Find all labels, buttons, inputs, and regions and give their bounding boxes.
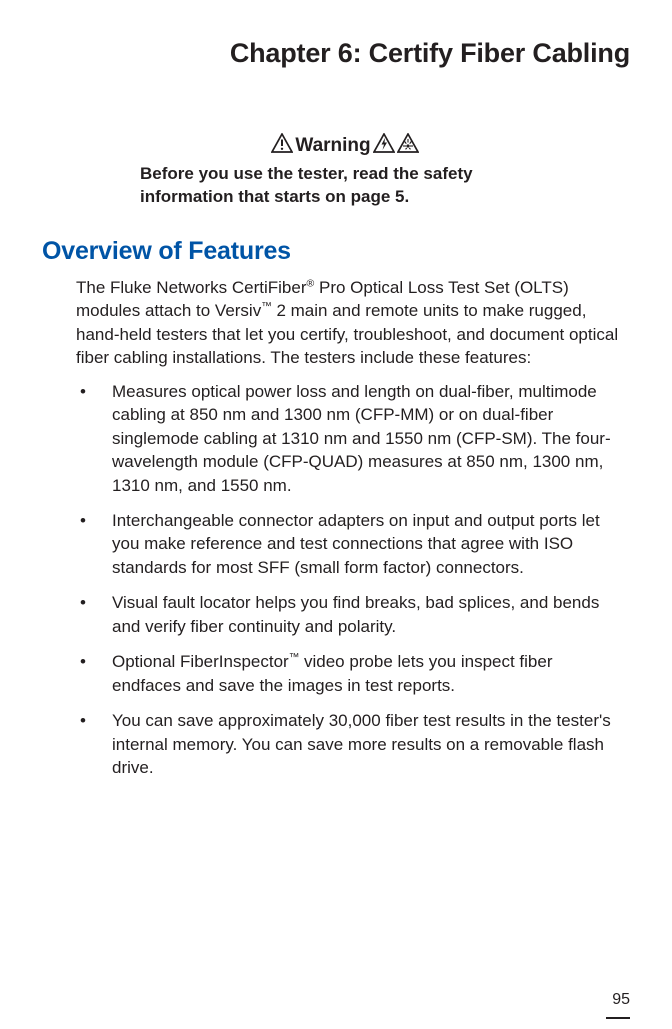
overview-intro: The Fluke Networks CertiFiber® Pro Optic… [76, 276, 626, 370]
warning-triangle-icon [271, 133, 293, 159]
footer-rule [606, 1017, 630, 1019]
feature-item: Visual fault locator helps you find brea… [76, 591, 626, 638]
feature-item: You can save approximately 30,000 fiber … [76, 709, 626, 779]
section-heading-overview: Overview of Features [42, 237, 630, 266]
feature-item: Interchangeable connector adapters on in… [76, 509, 626, 579]
warning-block: Warning Before [140, 133, 550, 209]
page-number: 95 [612, 991, 630, 1009]
warning-shock-icon [373, 133, 395, 159]
feature-list: Measures optical power loss and length o… [76, 380, 626, 780]
warning-heading: Warning [140, 133, 550, 159]
chapter-title: Chapter 6: Certify Fiber Cabling [42, 38, 630, 69]
warning-label: Warning [295, 135, 370, 157]
feature-item: Measures optical power loss and length o… [76, 380, 626, 497]
warning-text: Before you use the tester, read the safe… [140, 163, 550, 209]
warning-laser-icon [397, 133, 419, 159]
feature-item: Optional FiberInspector™ video probe let… [76, 650, 626, 697]
